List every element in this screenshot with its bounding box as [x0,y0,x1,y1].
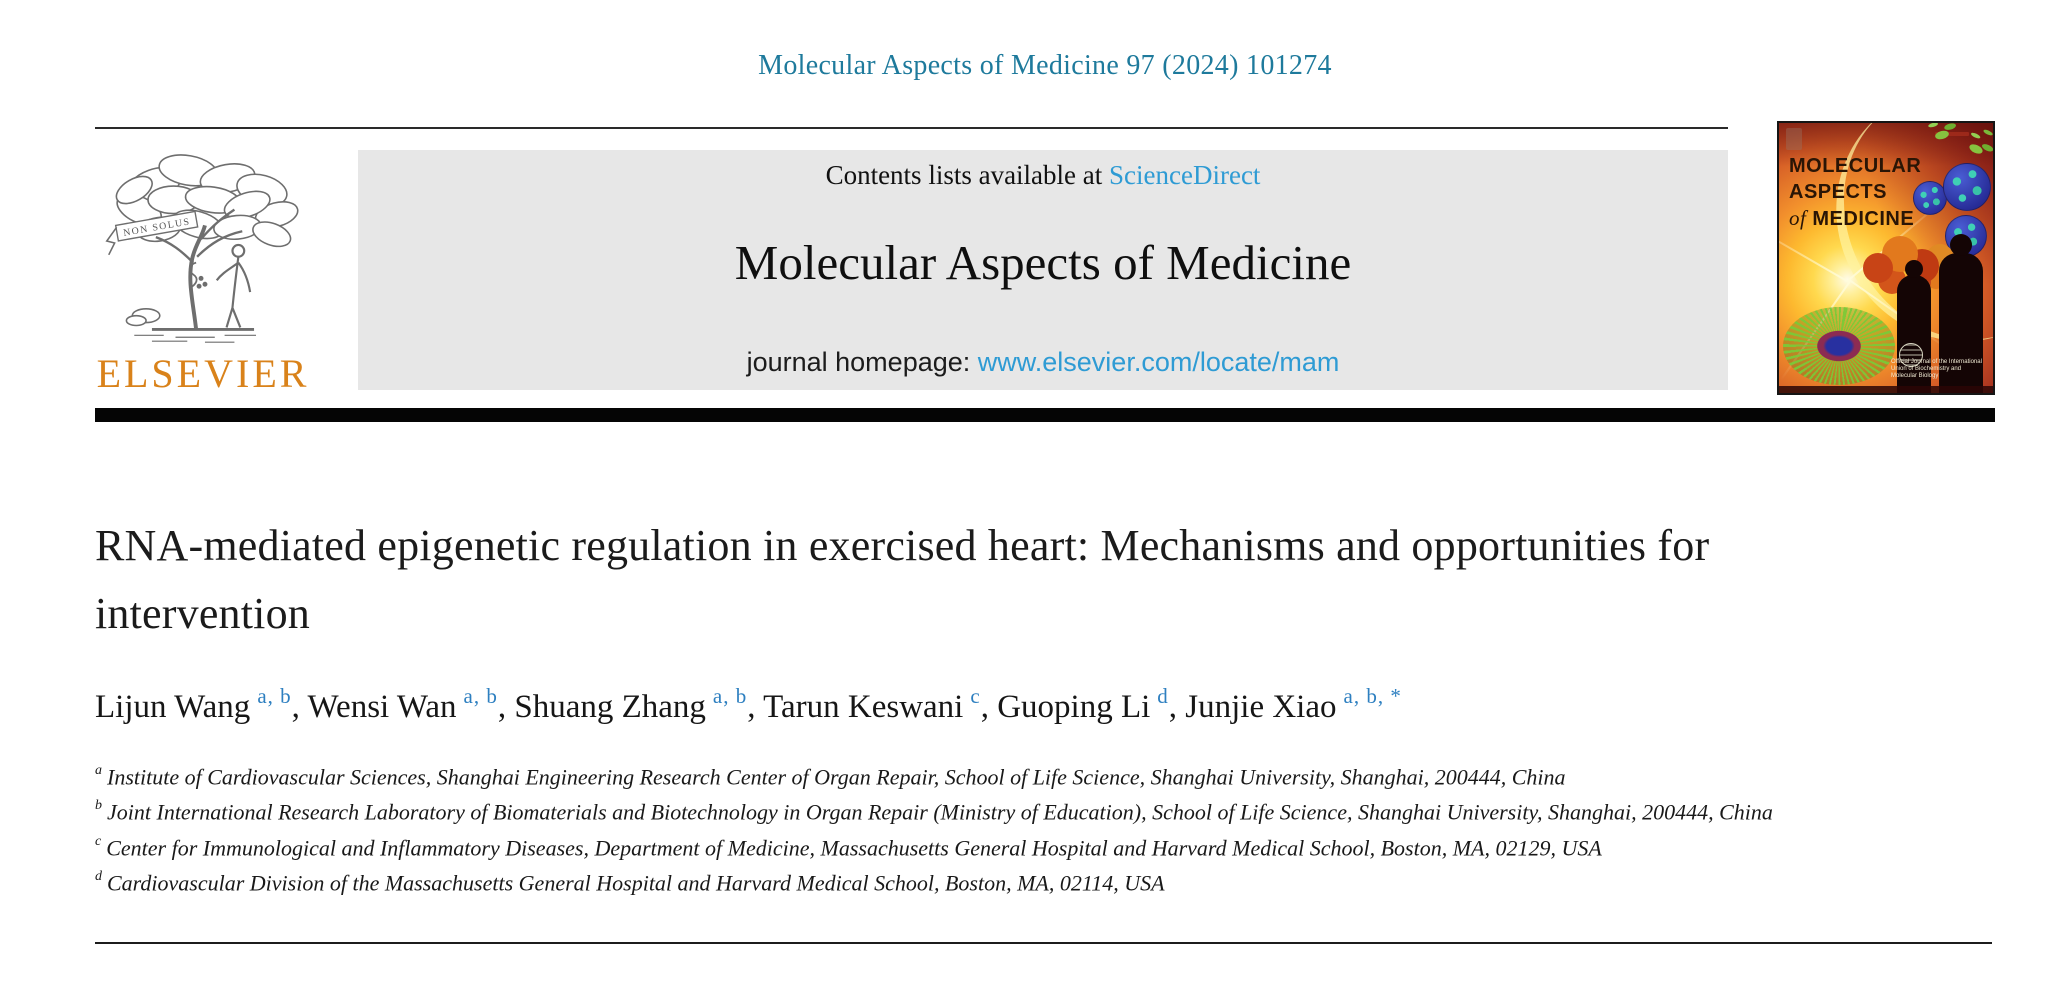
tree-trunk [188,224,207,330]
author: Wensi Wan a, b, [307,684,515,725]
homepage-line: journal homepage: www.elsevier.com/locat… [358,347,1728,378]
banner-ribbon-tail [105,226,118,256]
author-list: Lijun Wang a, b, Wensi Wan a, b, Shuang Zh… [95,684,1995,726]
cover-silhouette-figure [1939,234,1983,393]
header-top-rule [95,127,1728,129]
journal-homepage-link[interactable]: www.elsevier.com/locate/mam [977,347,1340,377]
affiliation-line: d Cardiovascular Division of the Massachu… [95,868,1165,896]
elsevier-logo: NON SOLUS ELSEVIER [95,140,311,397]
author: Junjie Xiao a, b, * [1185,684,1402,725]
cover-title-line2: ASPECTS [1789,181,1887,203]
cover-globe-emblem [1899,343,1923,367]
cover-title-line1: MOLECULAR [1789,155,1922,177]
cover-virus-particle [1913,181,1947,215]
article-title: RNA-mediated epigenetic regulation in ex… [95,521,1710,638]
author: Shuang Zhang a, b, [514,684,764,725]
grape-cluster [196,275,208,289]
scholar-figure [215,243,252,328]
affiliation-line: b Joint International Research Laboratory… [95,798,1773,825]
ground [125,308,257,343]
affiliation-line: c Center for Immunological and Inflammato… [95,833,1602,860]
footer-rule [95,942,1992,944]
author: Tarun Keswani c, [763,684,998,725]
author: Lijun Wang a, b, [95,684,308,725]
cover-protein-blob [1863,253,1893,283]
separator-bar [95,408,1995,422]
affiliation-line: a Institute of Cardiovascular Sciences, S… [95,763,1566,790]
affiliation-list: a Institute of Cardiovascular Sciences, S… [95,757,1795,898]
elsevier-wordmark: ELSEVIER [96,351,310,396]
cover-elsevier-mark [1786,128,1802,150]
cover-silhouette-figure [1897,260,1931,393]
cover-title: MOLECULAR ASPECTS of MEDICINE [1789,153,1921,232]
cover-footer-text: Official Journal of the International Un… [1891,359,1982,379]
journal-cover-thumbnail: MOLECULAR ASPECTS of MEDICINE Official J… [1777,121,1995,395]
journal-banner: Contents lists available at ScienceDirec… [358,150,1728,390]
cover-virus-particle [1943,163,1991,211]
cover-issn-text [1935,132,1969,136]
journal-title: Molecular Aspects of Medicine [734,235,1352,290]
contents-prefix: Contents lists available at [825,160,1110,190]
elsevier-tree-icon: NON SOLUS [105,154,299,343]
cover-of-word: of [1789,206,1807,230]
tree-branches [155,208,243,264]
cover-cell-image [1783,307,1895,385]
cover-medicine-word: MEDICINE [1806,208,1915,230]
journal-citation: Molecular Aspects of Medicine 97 (2024) … [758,50,1332,81]
tree-vine [188,261,198,289]
author: Guoping Li d, [997,684,1186,725]
cover-title-line3: of MEDICINE [1789,205,1921,232]
contents-line: Contents lists available at ScienceDirec… [358,160,1728,191]
homepage-prefix: journal homepage: [746,347,978,377]
cover-bottom-bar [1779,386,1993,393]
sciencedirect-link[interactable]: ScienceDirect [1109,160,1261,190]
